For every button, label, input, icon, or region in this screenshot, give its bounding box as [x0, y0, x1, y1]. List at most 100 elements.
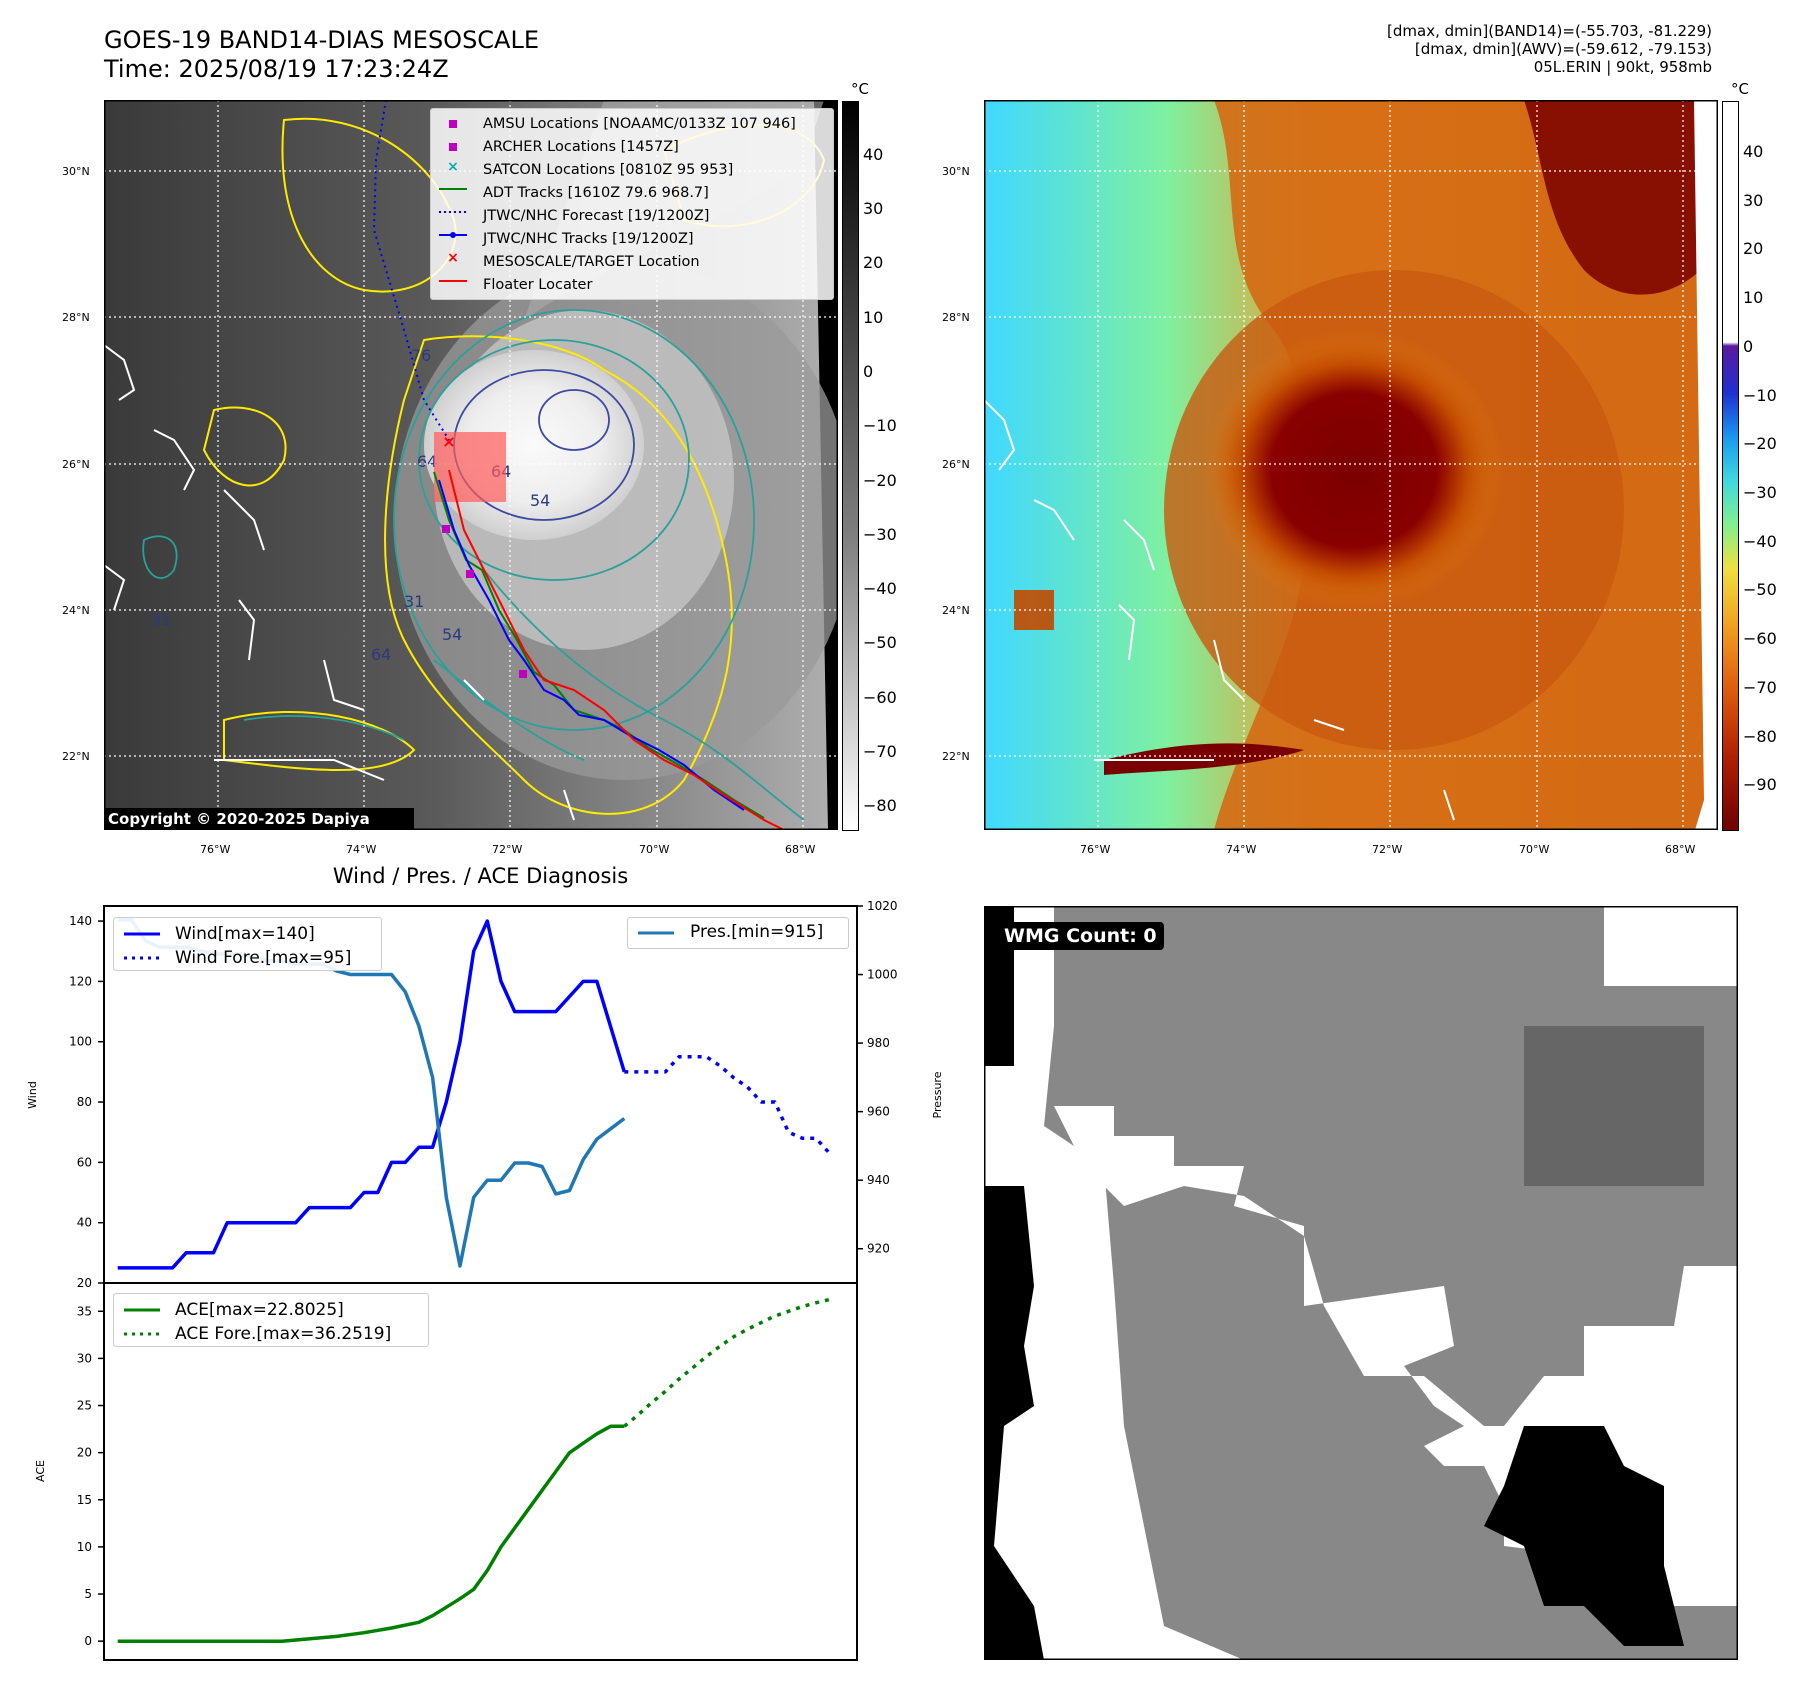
pressure-tick-label: 960: [867, 1105, 890, 1119]
legend-wind-fore: Wind Fore.[max=95]: [175, 948, 352, 968]
lat-label: 22°N: [62, 750, 90, 763]
right-cb-tick: −80: [1743, 727, 1777, 746]
mesoscale-target-box: [434, 432, 506, 502]
pressure-legend-swatch: [638, 931, 674, 935]
lon-label: 70°W: [639, 843, 670, 856]
data-edge: [1694, 100, 1718, 830]
wind-axis-label: Wind: [26, 1081, 39, 1109]
right-cb-tick: 30: [1743, 191, 1764, 210]
diagnosis-title: Wind / Pres. / ACE Diagnosis: [332, 864, 629, 888]
left-colorbar-unit: °C: [851, 80, 869, 98]
left-cb-tick: 40: [863, 145, 884, 164]
best-track: [438, 479, 745, 811]
lon-label: 76°W: [1080, 843, 1111, 856]
ace-tick-label: 5: [84, 1587, 92, 1601]
right-cb-tick: −50: [1743, 580, 1777, 599]
legend-pres: Pres.[min=915]: [690, 922, 824, 942]
lat-label: 26°N: [62, 458, 90, 471]
storm-core: [1204, 330, 1504, 610]
pressure-tick-label: 940: [867, 1173, 890, 1187]
lat-label: 28°N: [62, 311, 90, 324]
contour-label: 64: [371, 645, 391, 664]
contour-label: 76: [411, 346, 431, 365]
left-cb-tick: −30: [863, 525, 897, 544]
wind-tick-label: 120: [69, 974, 92, 988]
pressure-tick-label: 980: [867, 1036, 890, 1050]
pressure-axis-label: Pressure: [931, 1071, 944, 1118]
legend-markers: × ×: [439, 120, 467, 282]
title-line-1: GOES-19 BAND14-DIAS MESOSCALE: [104, 26, 540, 54]
right-cb-tick: 20: [1743, 239, 1764, 258]
ace-forecast-line: [623, 1297, 831, 1428]
ace-tick-label: 35: [77, 1304, 92, 1318]
wind-tick-label: 60: [77, 1155, 92, 1169]
right-cb-tick: −40: [1743, 532, 1777, 551]
legend-ace: ACE[max=22.8025]: [175, 1300, 344, 1320]
stats-band14: [dmax, dmin](BAND14)=(-55.703, -81.229): [1387, 22, 1712, 40]
left-cb-tick: −50: [863, 633, 897, 652]
wmg-black-west-2: [984, 1186, 1044, 1660]
lon-label: 68°W: [785, 843, 816, 856]
left-cb-tick: −40: [863, 579, 897, 598]
wmg-clear-ne: [1604, 906, 1738, 986]
cold-top-ne: [1524, 100, 1718, 295]
copyright-text: Copyright © 2020-2025 Dapiya: [108, 810, 370, 828]
left-cb-tick: −80: [863, 796, 897, 815]
left-cb-tick: 0: [863, 362, 874, 381]
pressure-tick-label: 1020: [867, 899, 898, 913]
lat-label: 22°N: [942, 750, 970, 763]
wmg-black-se: [1484, 1426, 1684, 1646]
lon-label: 72°W: [492, 843, 523, 856]
legend-floater: Floater Locater: [483, 277, 593, 293]
ace-axis-label: ACE: [34, 1460, 47, 1482]
stats-awv: [dmax, dmin](AWV)=(-59.612, -79.153): [1414, 40, 1712, 58]
wind-axis: 140 120 100 80 60 40 20: [69, 914, 104, 1290]
right-cb-tick: −90: [1743, 775, 1777, 794]
wind-legend: Wind[max=140] Wind Fore.[max=95]: [113, 917, 382, 971]
wind-forecast-line: [624, 1055, 831, 1155]
lat-label: 24°N: [942, 604, 970, 617]
ace-tick-label: 25: [77, 1399, 92, 1413]
ace-axis: 35 30 25 20 15 10 5 0: [77, 1304, 104, 1648]
wmg-dark-ne: [1524, 1026, 1704, 1186]
ace-legend: ACE[max=22.8025] ACE Fore.[max=36.2519]: [113, 1293, 429, 1347]
map-legend: × × AMSU Locations [NOAAMC/0133Z 107 946…: [430, 108, 834, 300]
wmg-map: [984, 906, 1738, 1660]
lat-label: 24°N: [62, 604, 90, 617]
right-cb-tick: 10: [1743, 288, 1764, 307]
ace-tick-label: 10: [77, 1540, 92, 1554]
ace-tick-label: 15: [77, 1493, 92, 1507]
svg-text:×: ×: [447, 250, 459, 266]
wind-tick-label: 80: [77, 1095, 92, 1109]
coastlines: [104, 344, 575, 821]
archer-markers: [442, 525, 527, 678]
lat-label: 30°N: [942, 165, 970, 178]
lon-label: 72°W: [1372, 843, 1403, 856]
left-cb-tick: 20: [863, 253, 884, 272]
right-cb-tick: −60: [1743, 629, 1777, 648]
legend-satcon: SATCON Locations [0810Z 95 953]: [483, 162, 734, 178]
left-cb-tick: −10: [863, 416, 897, 435]
left-cb-tick: 30: [863, 199, 884, 218]
pressure-tick-label: 1000: [867, 968, 898, 982]
map-frame: [984, 100, 1718, 830]
right-colorbar: [1722, 101, 1739, 831]
legend-ace-fore: ACE Fore.[max=36.2519]: [175, 1324, 392, 1344]
legend-archer: ARCHER Locations [1457Z]: [483, 139, 679, 155]
ace-series-line: [117, 1424, 625, 1643]
wind-tick-label: 100: [69, 1035, 92, 1049]
contours-teal: [142, 309, 805, 821]
wind-tick-label: 20: [77, 1276, 92, 1290]
right-cb-tick: −20: [1743, 434, 1777, 453]
wmg-count-badge: WMG Count: 0: [997, 922, 1164, 950]
contour-label: 64: [417, 452, 437, 471]
wind-tick-label: 40: [77, 1216, 92, 1230]
contour-label: 31: [404, 592, 424, 611]
pressure-tick-label: 920: [867, 1242, 890, 1256]
storm-id: 05L.ERIN | 90kt, 958mb: [1533, 58, 1712, 76]
right-cb-tick: −70: [1743, 678, 1777, 697]
lon-label: 74°W: [346, 843, 377, 856]
title-line-2: Time: 2025/08/19 17:23:24Z: [104, 55, 449, 83]
ace-lines: [117, 1297, 831, 1643]
legend-wind: Wind[max=140]: [175, 924, 315, 944]
